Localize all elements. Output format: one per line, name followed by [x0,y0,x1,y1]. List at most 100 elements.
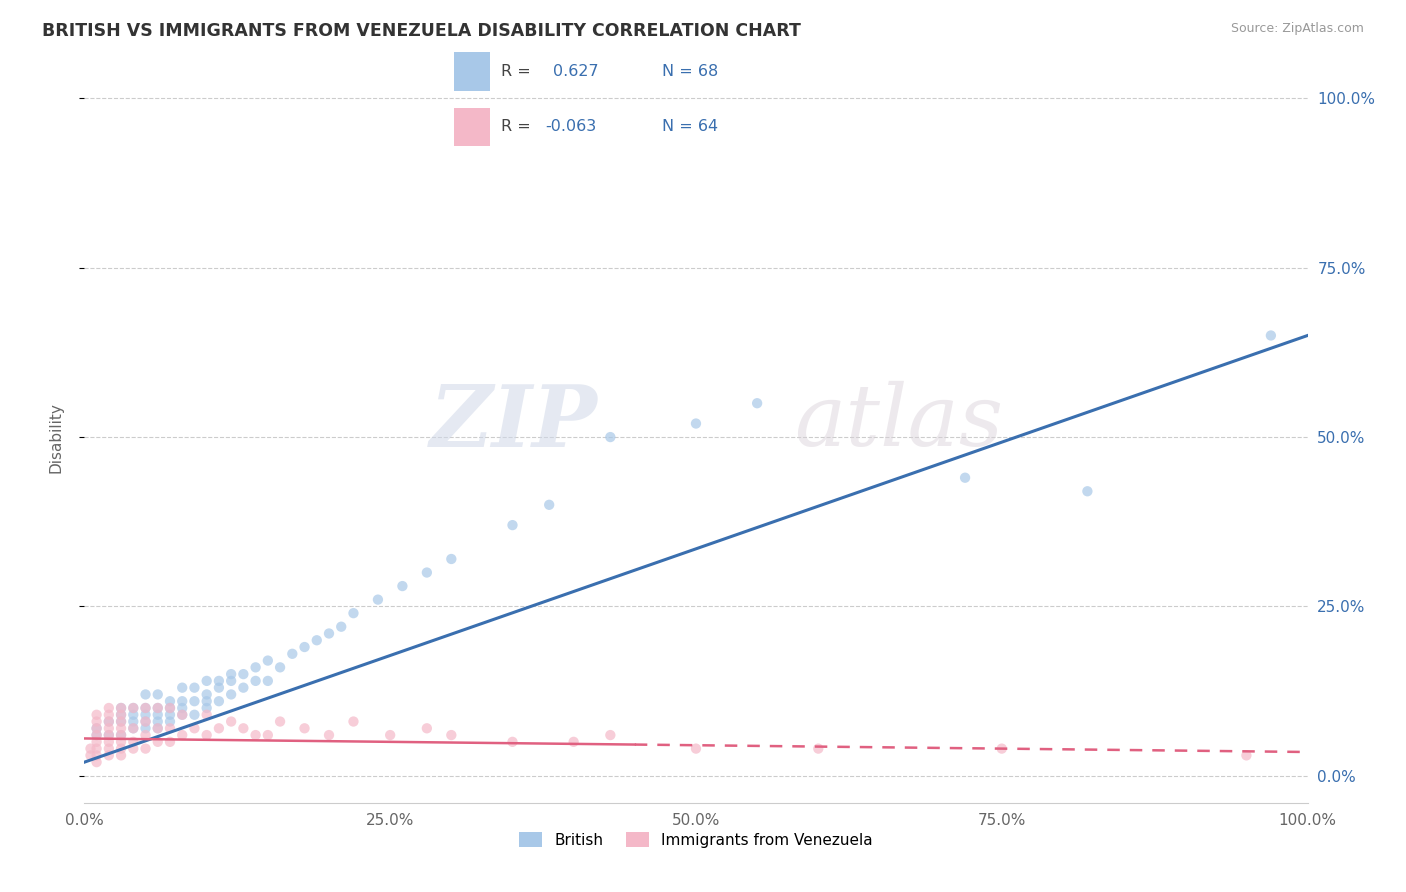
Point [685,741,707,756]
Point [172,707,194,722]
Point [599,430,621,444]
Point [146,707,169,722]
Point [183,681,205,695]
Point [208,673,231,688]
Point [135,741,157,756]
Point [110,721,132,735]
Y-axis label: Disability: Disability [49,401,63,473]
Point [122,707,145,722]
Point [135,701,157,715]
Point [318,626,340,640]
Point [208,681,231,695]
Point [122,721,145,735]
Text: N = 64: N = 64 [662,120,718,135]
Point [135,701,157,715]
Point [146,688,169,702]
Point [172,728,194,742]
Point [538,498,561,512]
Point [318,728,340,742]
Point [195,688,218,702]
Point [183,721,205,735]
Point [232,721,254,735]
Point [991,741,1014,756]
Point [195,728,218,742]
Text: ZIP: ZIP [430,381,598,464]
Point [416,566,439,580]
Point [1236,748,1258,763]
Point [219,673,242,688]
Point [159,714,181,729]
Point [195,673,218,688]
Point [305,633,328,648]
Point [122,701,145,715]
Point [86,755,108,769]
Point [146,714,169,729]
Point [183,694,205,708]
Point [97,748,120,763]
Point [245,660,267,674]
Point [86,728,108,742]
Point [245,673,267,688]
Point [1260,328,1282,343]
Point [122,714,145,729]
Point [159,735,181,749]
Text: R =: R = [502,120,531,135]
Point [195,701,218,715]
Point [135,688,157,702]
Point [257,654,280,668]
Point [86,741,108,756]
Point [110,707,132,722]
Point [953,471,976,485]
Point [159,721,181,735]
Point [159,694,181,708]
Point [391,579,413,593]
Point [747,396,769,410]
Text: -0.063: -0.063 [546,120,596,135]
Point [97,735,120,749]
Point [440,728,463,742]
Point [135,728,157,742]
Point [110,728,132,742]
Point [97,714,120,729]
Point [172,681,194,695]
Point [269,714,291,729]
Point [232,667,254,681]
Point [342,714,364,729]
Point [1076,484,1098,499]
Point [159,701,181,715]
Point [245,728,267,742]
Point [110,714,132,729]
Point [146,701,169,715]
Point [86,721,108,735]
Point [562,735,585,749]
Point [79,748,101,763]
Point [110,741,132,756]
Point [159,701,181,715]
Point [146,735,169,749]
Legend: British, Immigrants from Venezuela: British, Immigrants from Venezuela [513,825,879,854]
Text: N = 68: N = 68 [662,64,718,79]
Text: R =: R = [502,64,531,79]
Point [195,707,218,722]
Text: BRITISH VS IMMIGRANTS FROM VENEZUELA DISABILITY CORRELATION CHART: BRITISH VS IMMIGRANTS FROM VENEZUELA DIS… [42,22,801,40]
Point [97,701,120,715]
Point [86,735,108,749]
Point [97,721,120,735]
Point [135,707,157,722]
Point [219,714,242,729]
Text: atlas: atlas [794,381,1002,464]
Point [342,606,364,620]
Text: 0.627: 0.627 [553,64,598,79]
Point [86,721,108,735]
Point [219,688,242,702]
Point [294,721,316,735]
Point [110,707,132,722]
Point [232,681,254,695]
Point [367,592,389,607]
Point [110,735,132,749]
Point [110,748,132,763]
Point [79,741,101,756]
Point [135,714,157,729]
Point [807,741,830,756]
Point [97,707,120,722]
